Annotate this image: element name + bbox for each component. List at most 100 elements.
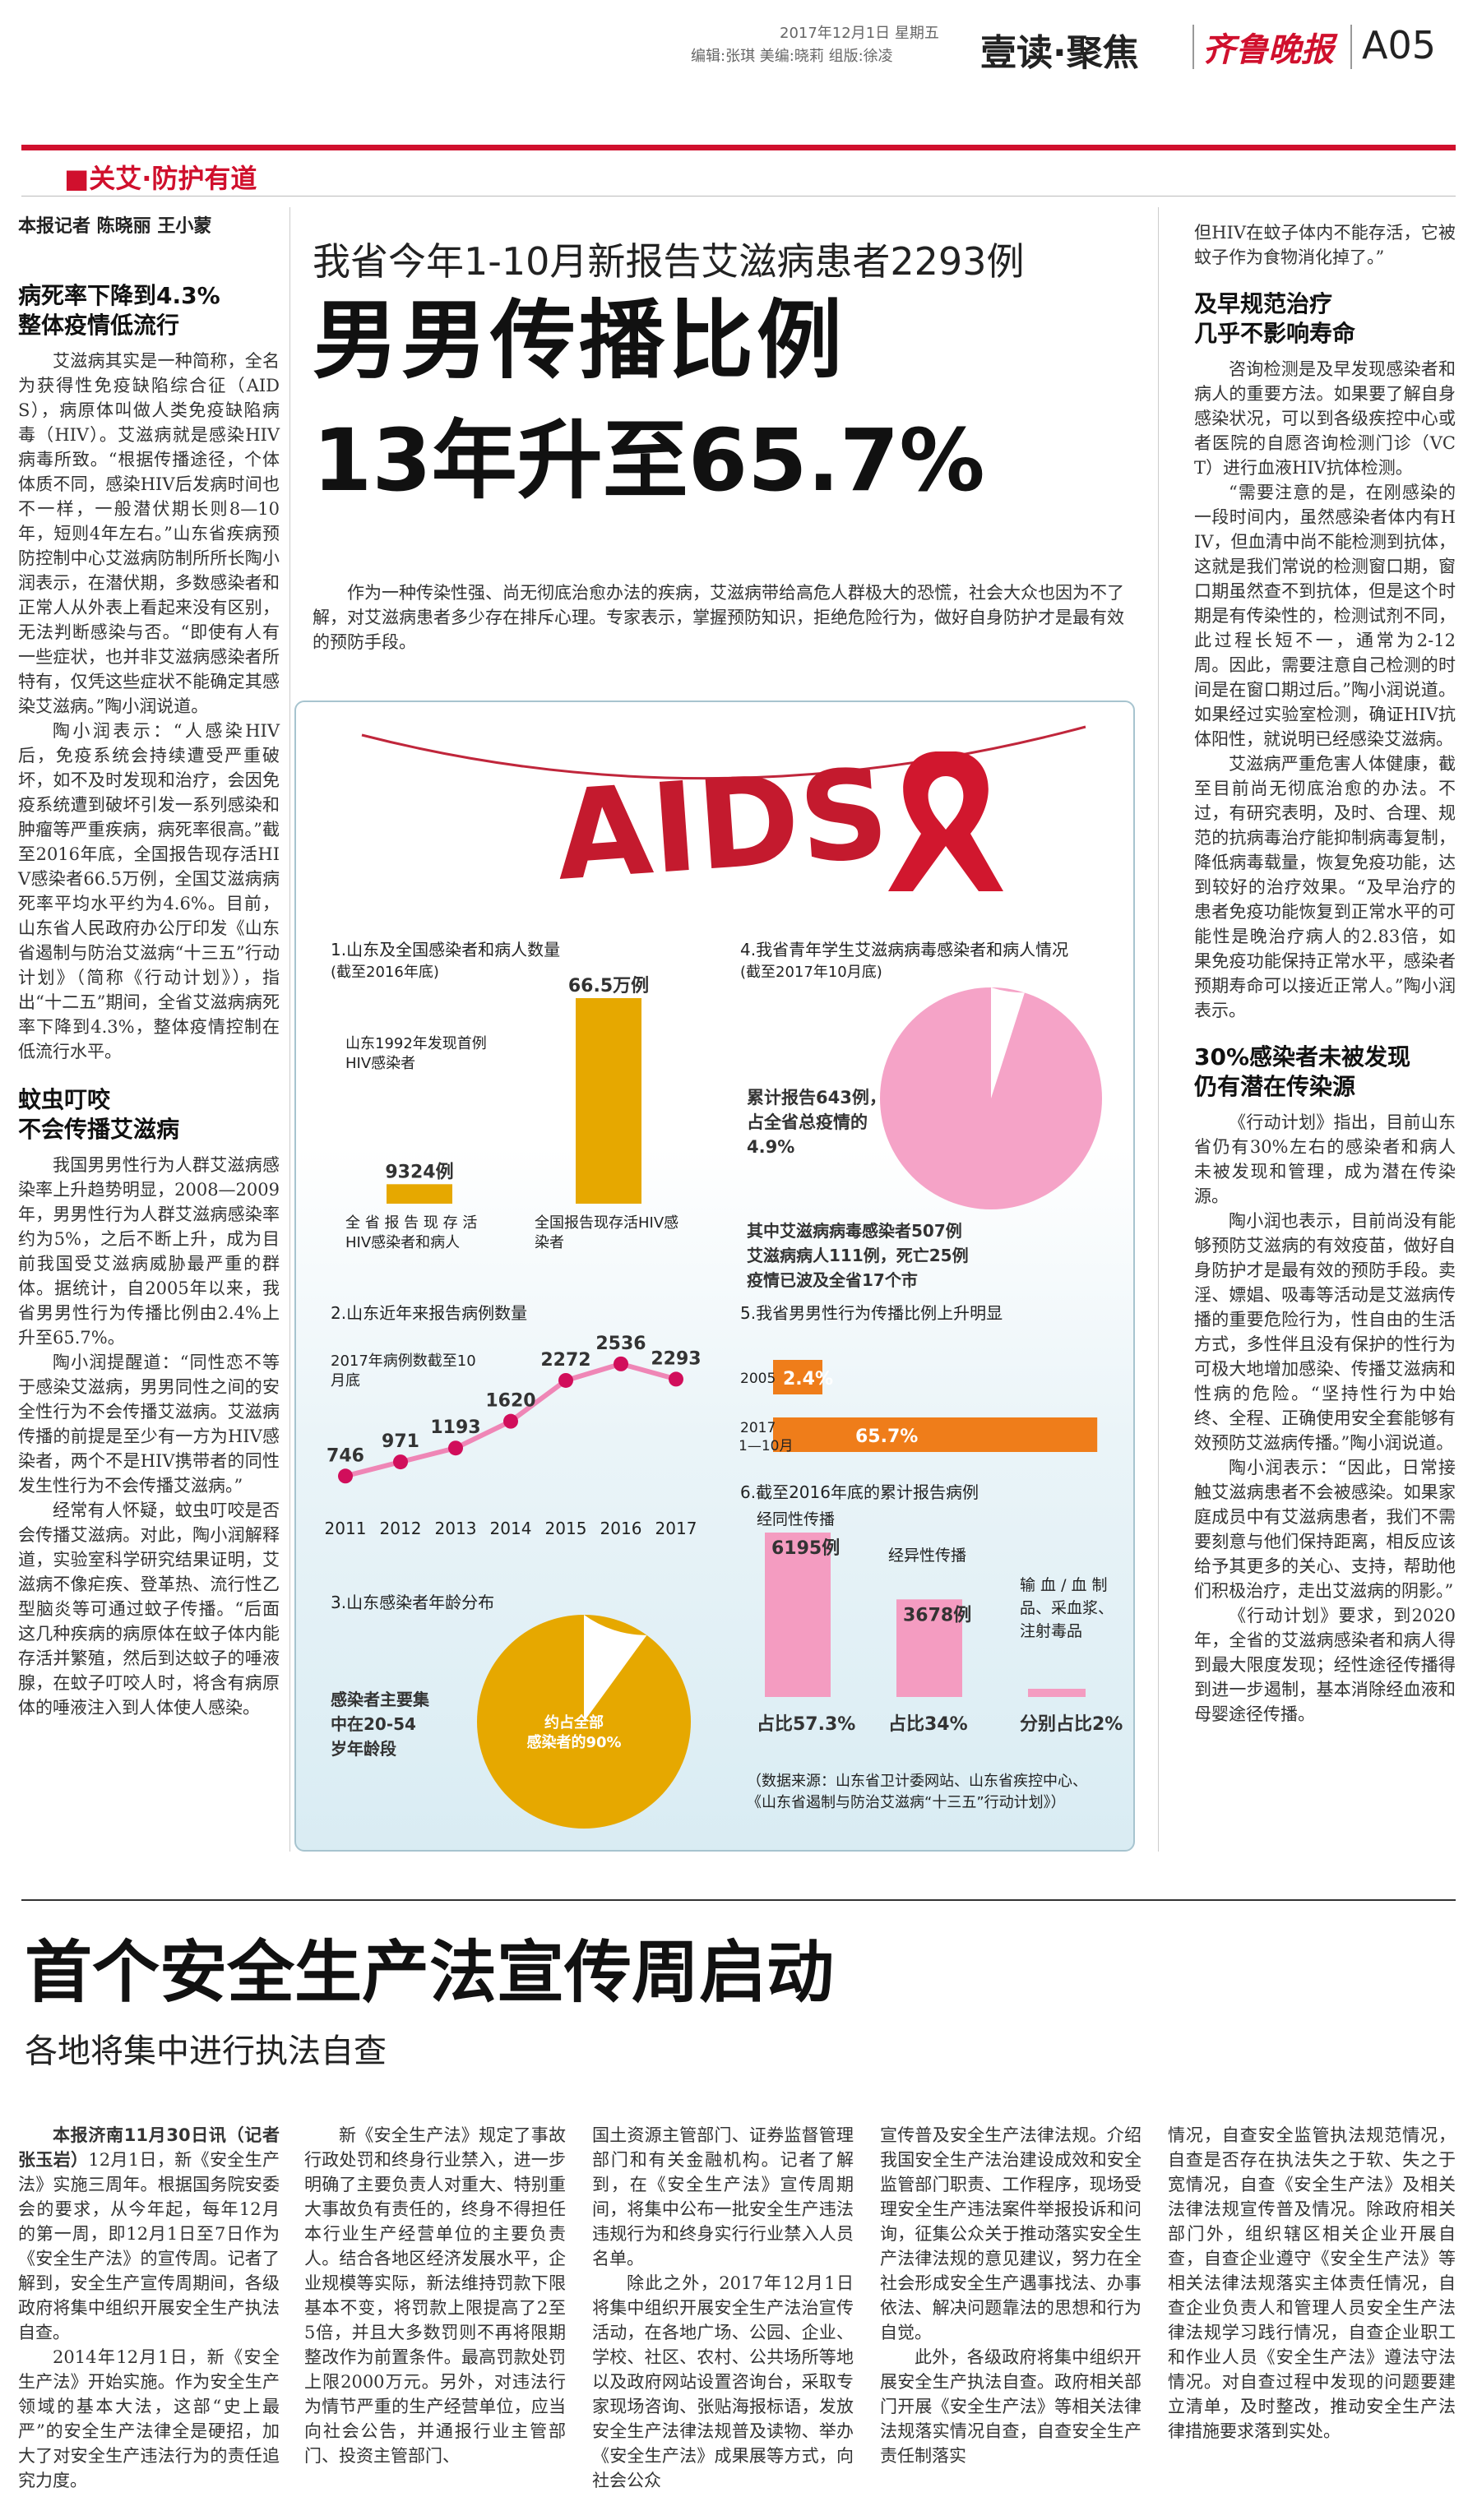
- chart2-value-label: 746: [326, 1445, 364, 1466]
- chart2-x-tick: 2015: [545, 1519, 587, 1538]
- chart4-svg: [880, 987, 1102, 1209]
- paragraph: “需要注意的是，在刚感染的一段时间内，虽然感染者体内有HIV，但血清中尚不能检测…: [1194, 483, 1456, 749]
- chart1-subtitle: (截至2016年底): [331, 964, 439, 981]
- chart1-bar-label: 66.5万例: [568, 976, 649, 996]
- paragraph: 宣传普及安全生产法律法规。介绍我国安全生产法治建设成效和安全监管部门职责、工作程…: [880, 2125, 1142, 2342]
- chart4-note2: 其中艾滋病病毒感染者507例 艾滋病病人111例，死亡25例 疫情已波及全省17…: [747, 1221, 969, 1290]
- chart2-title: 2.山东近年来报告病例数量: [331, 1303, 528, 1323]
- subhead-4: 30%感染者未被发现 仍有潜在传染源: [1194, 1043, 1411, 1100]
- chart2-point: [448, 1440, 463, 1456]
- paragraph: 陶小润也表示，目前尚没有能够预防艾滋病的有效疫苗，做好自身防护才是最有效的预防手…: [1194, 1211, 1456, 1453]
- chart2-x-tick: 2014: [490, 1519, 532, 1538]
- editors-line: 编辑:张琪 美编:晓莉 组版:徐凌: [691, 48, 893, 65]
- chart1-title: 1.山东及全国感染者和病人数量: [331, 940, 561, 959]
- chart2-x-tick: 2017: [655, 1519, 697, 1538]
- headline-line-2: 13年升至65.7%: [313, 410, 985, 511]
- chart3-svg: [477, 1615, 691, 1829]
- paragraph: 《行动计划》指出，目前山东省仍有30%左右的感染者和病人未被发现和管理，成为潜在…: [1194, 1112, 1456, 1206]
- column-divider: [289, 207, 290, 1852]
- paragraph: 经常有人怀疑，蚊虫叮咬是否会传播艾滋病。对此，陶小润解释道，实验室科学研究结果证…: [18, 1500, 280, 1718]
- chart5-bar-label: 65.7%: [855, 1426, 918, 1447]
- right-column: 但HIV在蚊子体内不能存活，它被蚊子作为食物消化掉了。” 及早规范治疗 几乎不影…: [1194, 220, 1456, 1727]
- infographic: AIDS 1.山东及全国感染者和病人数量 (截至2016年底) 山东1992年发…: [294, 701, 1135, 1852]
- left-column: 本报记者 陈晓丽 王小蒙 病死率下降到4.3% 整体疫情低流行 艾滋病其实是一种…: [18, 214, 280, 1720]
- paragraph: 陶小润提醒道：“同性恋不等于感染艾滋病，男男同性之间的安全性行为不会传播艾滋病。…: [18, 1352, 280, 1496]
- aids-logo-text: AIDS: [551, 742, 893, 899]
- chart6-bar: [1028, 1689, 1086, 1697]
- issue-date: 2017年12月1日 星期五: [780, 25, 939, 42]
- chart6-bar-label: 3678例: [903, 1605, 971, 1625]
- chart1-bar: [576, 998, 641, 1204]
- paragraph: 但HIV在蚊子体内不能存活，它被蚊子作为食物消化掉了。”: [1194, 223, 1456, 267]
- chart2-point: [614, 1356, 628, 1371]
- headline-line-1: 男男传播比例: [313, 290, 846, 391]
- chart2-value-label: 1193: [430, 1417, 480, 1438]
- kicker: 我省今年1-10月新报告艾滋病患者2293例: [313, 239, 1025, 284]
- chart2-note: 2017年病例数截至10 月底: [331, 1352, 476, 1389]
- paragraph: 陶小润表示：“因此，日常接触艾滋病患者不会被感染。如果家庭成员中有艾滋病患者，我…: [1194, 1458, 1456, 1601]
- chart3-note: 感染者主要集 中在20-54 岁年龄段: [331, 1690, 429, 1759]
- chart2-point: [558, 1372, 573, 1388]
- subhead-1: 病死率下降到4.3% 整体疫情低流行: [18, 282, 220, 339]
- intro: 作为一种传染性强、尚无彻底治愈办法的疾病，艾滋病带给高危人群极大的恐慌，社会大众…: [313, 583, 1124, 652]
- top-rule: [21, 145, 1456, 150]
- byline: 本报记者 陈晓丽 王小蒙: [18, 216, 212, 237]
- chart2-svg: 746 2011 971 2012 1193 2013 1620 2014 2272 2015 25…: [325, 1334, 702, 1538]
- chart3-pie-slice-rest: [584, 1615, 647, 1722]
- paragraph: 我国男男性行为人群艾滋病感染率上升趋势明显，2008—2009年，男男性行为人群…: [18, 1155, 280, 1348]
- paragraph: 《行动计划》要求，到2020年，全省的艾滋病感染者和病人得到最大限度发现；经性途…: [1194, 1606, 1456, 1724]
- second-col-1: 本报济南11月30日讯（记者 张玉岩）12月1日，新《安全生产法》实施三周年。根…: [18, 2123, 280, 2509]
- chart6-share: 占比34%: [888, 1714, 968, 1735]
- chart2-x-tick: 2013: [435, 1519, 477, 1538]
- chart2-value-label: 2293: [651, 1348, 701, 1369]
- ribbon-icon: [888, 751, 1003, 891]
- aids-banner: AIDS: [361, 725, 1086, 899]
- chart2-value-label: 1620: [485, 1391, 535, 1412]
- subhead-3: 及早规范治疗 几乎不影响寿命: [1194, 290, 1356, 347]
- chart6-share: 分别占比2%: [1020, 1714, 1123, 1735]
- masthead-divider: [1192, 25, 1194, 69]
- chart4-title: 4.我省青年学生艾滋病病毒感染者和病人情况: [740, 940, 1069, 959]
- dateline: 本报济南11月30日讯（记者 张玉岩）: [18, 2125, 280, 2170]
- chart2-value-label: 2272: [540, 1350, 590, 1371]
- chart1-label-1: 全 省 报 告 现 存 活 HIV感染者和病人: [345, 1214, 478, 1251]
- chart6-category: 经同性传播: [757, 1510, 835, 1528]
- chart2-point: [503, 1413, 518, 1429]
- paragraph: 国土资源主管部门、证券监督管理部门和有关金融机构。记者了解到，在《安全生产法》宣…: [592, 2125, 854, 2268]
- subhead-2: 蚊虫叮咬 不会传播艾滋病: [18, 1086, 180, 1143]
- paragraph: 2014年12月1日，新《安全生产法》开始实施。作为安全生产领域的基本大法，这部…: [18, 2347, 280, 2490]
- aids-letters: AIDS: [551, 742, 893, 899]
- tag-rule: [21, 196, 1456, 197]
- chart1-bar-label: 9324例: [385, 1162, 453, 1182]
- paragraph: 陶小润表示：“人感染HIV后，免疫系统会持续遭受严重破坏，如不及时发现和治疗，会…: [18, 721, 280, 1061]
- paragraph: 此外，各级政府将集中组织开展安全生产执法自查。政府相关部门开展《安全生产法》等相…: [880, 2347, 1142, 2466]
- second-col-4: 宣传普及安全生产法律法规。介绍我国安全生产法治建设成效和安全监管部门职责、工作程…: [880, 2123, 1142, 2509]
- chart6-bar-label: 6195例: [771, 1538, 840, 1559]
- chart6-category: 注射毒品: [1020, 1622, 1082, 1640]
- chart4-note: 累计报告643例， 占全省总疫情的 4.9%: [747, 1088, 887, 1157]
- chart6-category: 品、采血浆、: [1020, 1599, 1114, 1617]
- chart4-pie-slice-rest: [991, 987, 1025, 1098]
- chart2-point: [669, 1371, 683, 1387]
- chart5-bar: [773, 1360, 822, 1394]
- chart6-bar: [765, 1533, 831, 1697]
- paragraph: 艾滋病严重危害人体健康，截至目前尚无彻底治愈的办法。不过，有研究表明，及时、合理…: [1194, 754, 1456, 1020]
- section-rule: [21, 1899, 1456, 1901]
- chart3-pie-label: 约占全部 感染者的90%: [526, 1714, 622, 1751]
- chart1-label-2: 全国报告现存活HIV感 染者: [535, 1214, 679, 1251]
- chart3-title: 3.山东感染者年龄分布: [331, 1593, 495, 1612]
- chart5-title: 5.我省男男性行为传播比例上升明显: [740, 1303, 1003, 1323]
- chart2-value-label: 2536: [595, 1334, 646, 1354]
- banner-string: [361, 725, 1086, 780]
- chart6-share: 占比57.3%: [757, 1714, 855, 1735]
- chart1-svg: 9324例 66.5万例: [385, 976, 649, 1204]
- masthead-divider-2: [1350, 25, 1352, 69]
- chart5-category: 2005: [740, 1371, 776, 1387]
- column-tag: ■关艾·防护有道: [64, 163, 257, 194]
- chart2-point: [338, 1468, 353, 1484]
- paragraph: 除此之外，2017年12月1日将集中组织开展安全生产法治宣传活动，在各地广场、公…: [592, 2273, 854, 2490]
- chart5-category: 2017: [740, 1420, 776, 1436]
- chart6-category: 经异性传播: [888, 1547, 966, 1565]
- paragraph: 咨询检测是及早发现感染者和病人的重要方法。如果要了解自身感染状况，可以到各级疾控…: [1194, 359, 1456, 478]
